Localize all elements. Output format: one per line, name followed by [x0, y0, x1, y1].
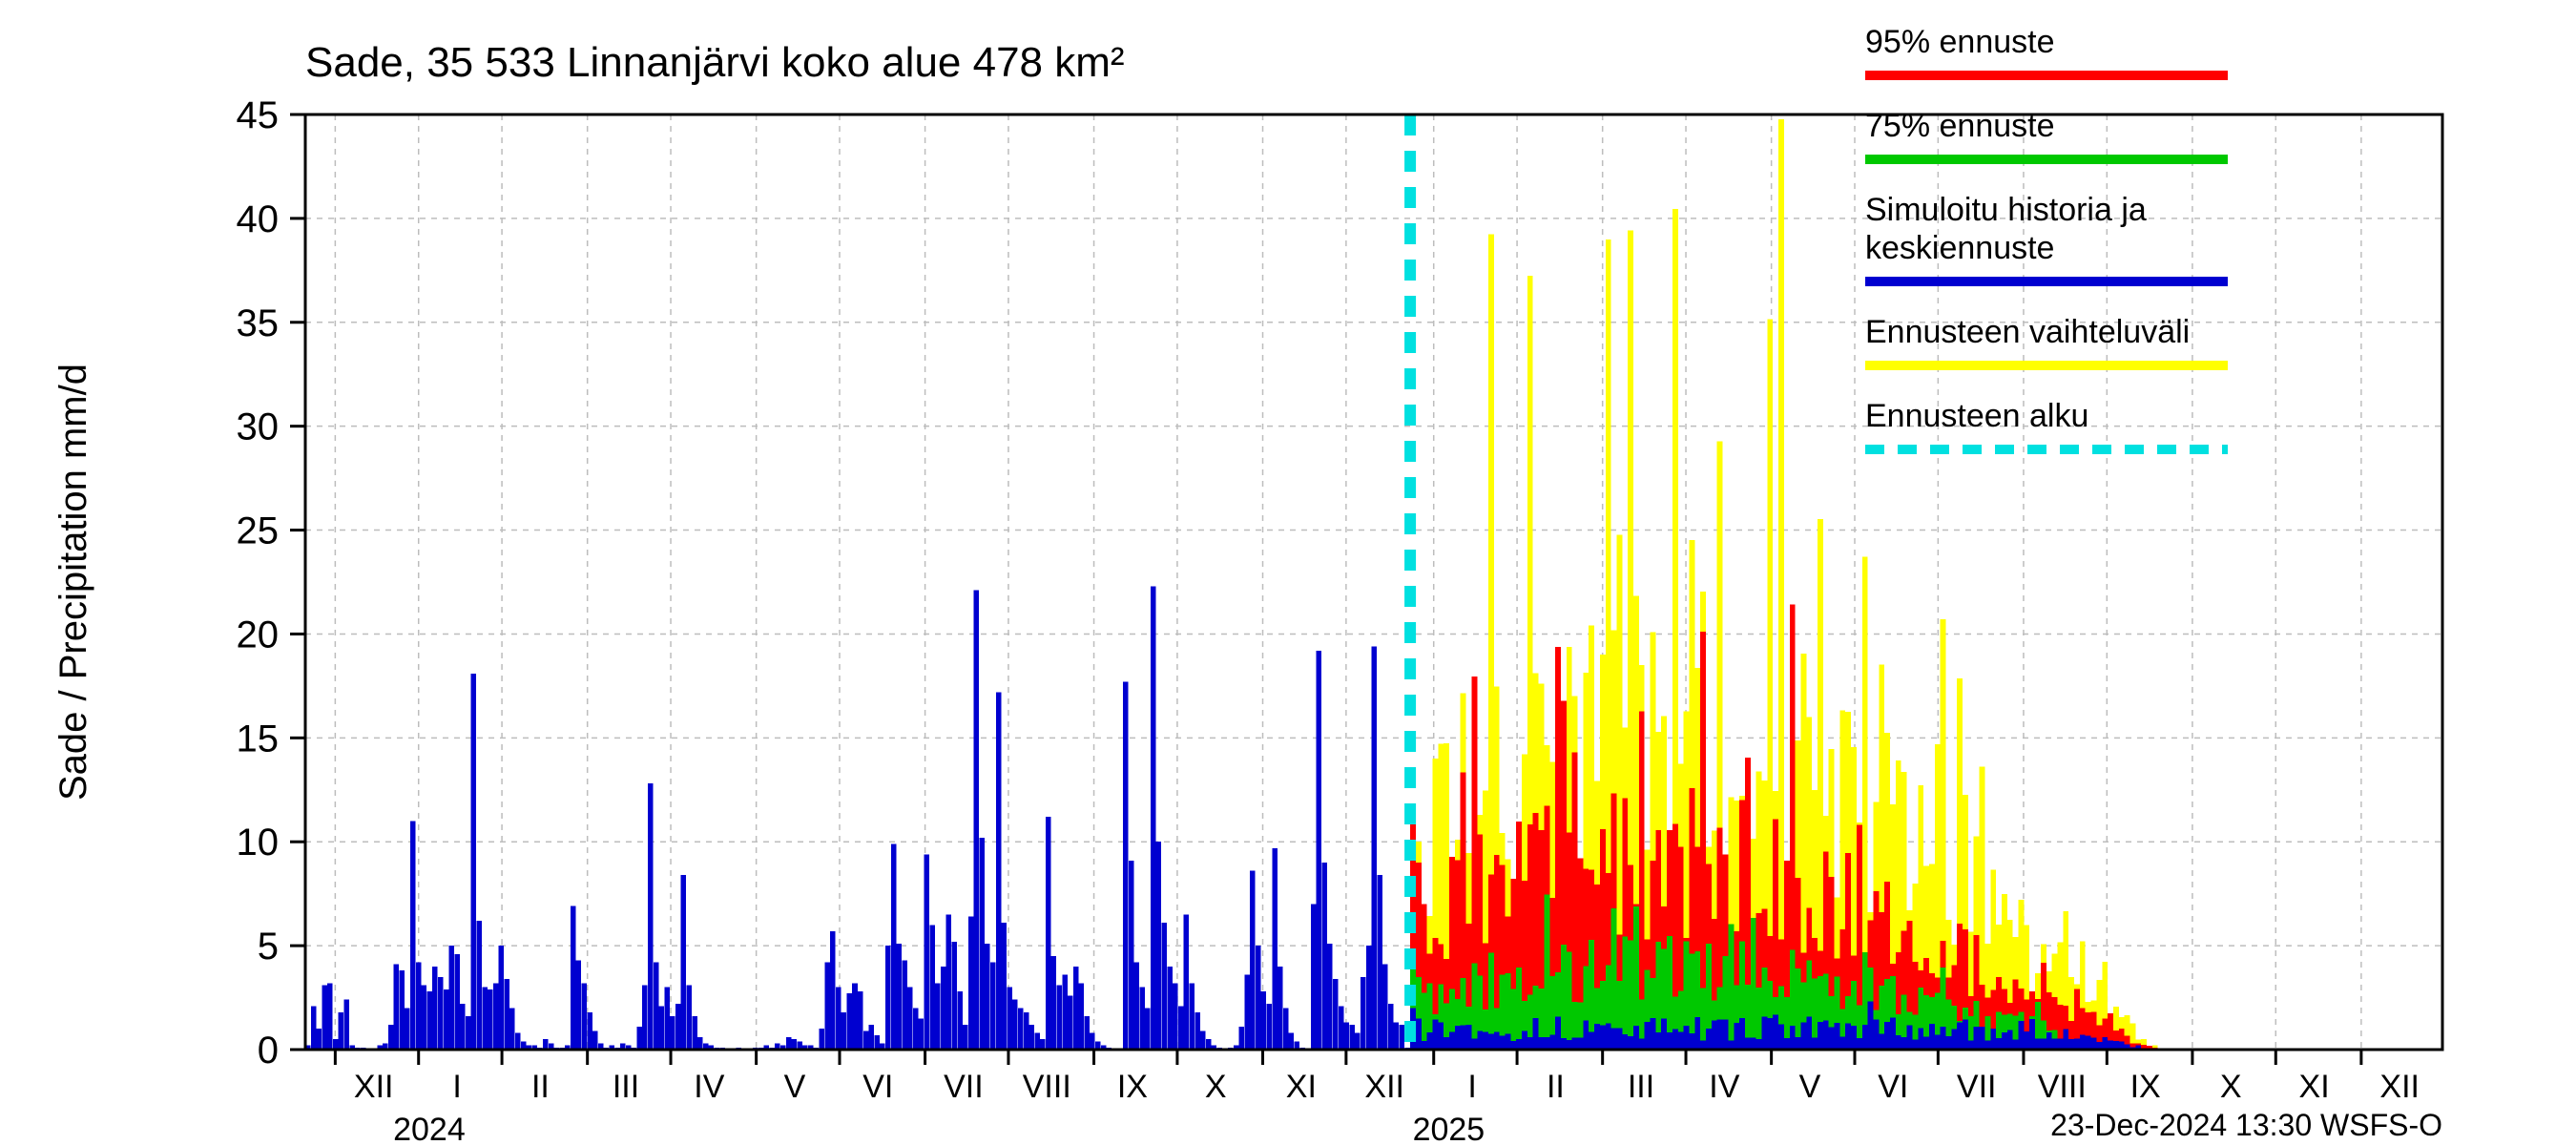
x-tick-label: X — [2220, 1069, 2242, 1105]
chart-svg: 051015202530354045XIIIIIIIIIVVVIVIIVIIII… — [0, 0, 2576, 1145]
x-tick-label: XI — [1286, 1069, 1317, 1105]
chart-title: Sade, 35 533 Linnanjärvi koko alue 478 k… — [305, 39, 1125, 86]
x-tick-label: IV — [694, 1069, 724, 1105]
x-tick-label: VIII — [2038, 1069, 2087, 1105]
x-tick-label: X — [1205, 1069, 1227, 1105]
x-tick-label: XII — [2379, 1069, 2420, 1105]
x-tick-label: III — [613, 1069, 639, 1105]
x-tick-label: VII — [1957, 1069, 1997, 1105]
x-tick-label: VII — [944, 1069, 984, 1105]
x-tick-label: VI — [1878, 1069, 1908, 1105]
x-tick-label: I — [452, 1069, 461, 1105]
legend-label: keskiennuste — [1865, 230, 2054, 266]
x-tick-label: XI — [2299, 1069, 2330, 1105]
x-tick-label: II — [531, 1069, 550, 1105]
x-tick-label: I — [1467, 1069, 1476, 1105]
precipitation-forecast-chart: 051015202530354045XIIIIIIIIIVVVIVIIVIIII… — [0, 0, 2576, 1145]
y-tick-label: 5 — [258, 926, 279, 968]
y-tick-label: 45 — [237, 94, 280, 136]
legend-label: Ennusteen alku — [1865, 398, 2088, 434]
y-tick-label: 0 — [258, 1030, 279, 1072]
x-tick-label: V — [1799, 1069, 1821, 1105]
x-tick-label: VI — [862, 1069, 893, 1105]
chart-footer: 23-Dec-2024 13:30 WSFS-O — [2050, 1108, 2442, 1142]
y-axis-label: Sade / Precipitation mm/d — [52, 364, 94, 801]
y-tick-label: 15 — [237, 718, 280, 760]
x-tick-label: VIII — [1023, 1069, 1071, 1105]
x-tick-label: III — [1628, 1069, 1654, 1105]
y-tick-label: 40 — [237, 198, 280, 240]
y-tick-label: 20 — [237, 614, 280, 656]
x-tick-label: II — [1547, 1069, 1565, 1105]
legend-label: Simuloitu historia ja — [1865, 192, 2147, 228]
x-tick-label: XII — [354, 1069, 394, 1105]
legend-label: Ennusteen vaihteluväli — [1865, 314, 2190, 350]
x-tick-label: IX — [1117, 1069, 1148, 1105]
x-tick-label: V — [784, 1069, 806, 1105]
legend-label: 95% ennuste — [1865, 24, 2055, 60]
legend-label: 75% ennuste — [1865, 108, 2055, 144]
x-tick-label: XII — [1364, 1069, 1404, 1105]
year-label: 2025 — [1413, 1112, 1485, 1145]
y-tick-label: 35 — [237, 302, 280, 344]
x-tick-label: IV — [1709, 1069, 1739, 1105]
x-tick-label: IX — [2130, 1069, 2161, 1105]
year-label: 2024 — [393, 1112, 466, 1145]
y-tick-label: 25 — [237, 510, 280, 552]
y-tick-label: 30 — [237, 406, 280, 448]
y-tick-label: 10 — [237, 822, 280, 864]
